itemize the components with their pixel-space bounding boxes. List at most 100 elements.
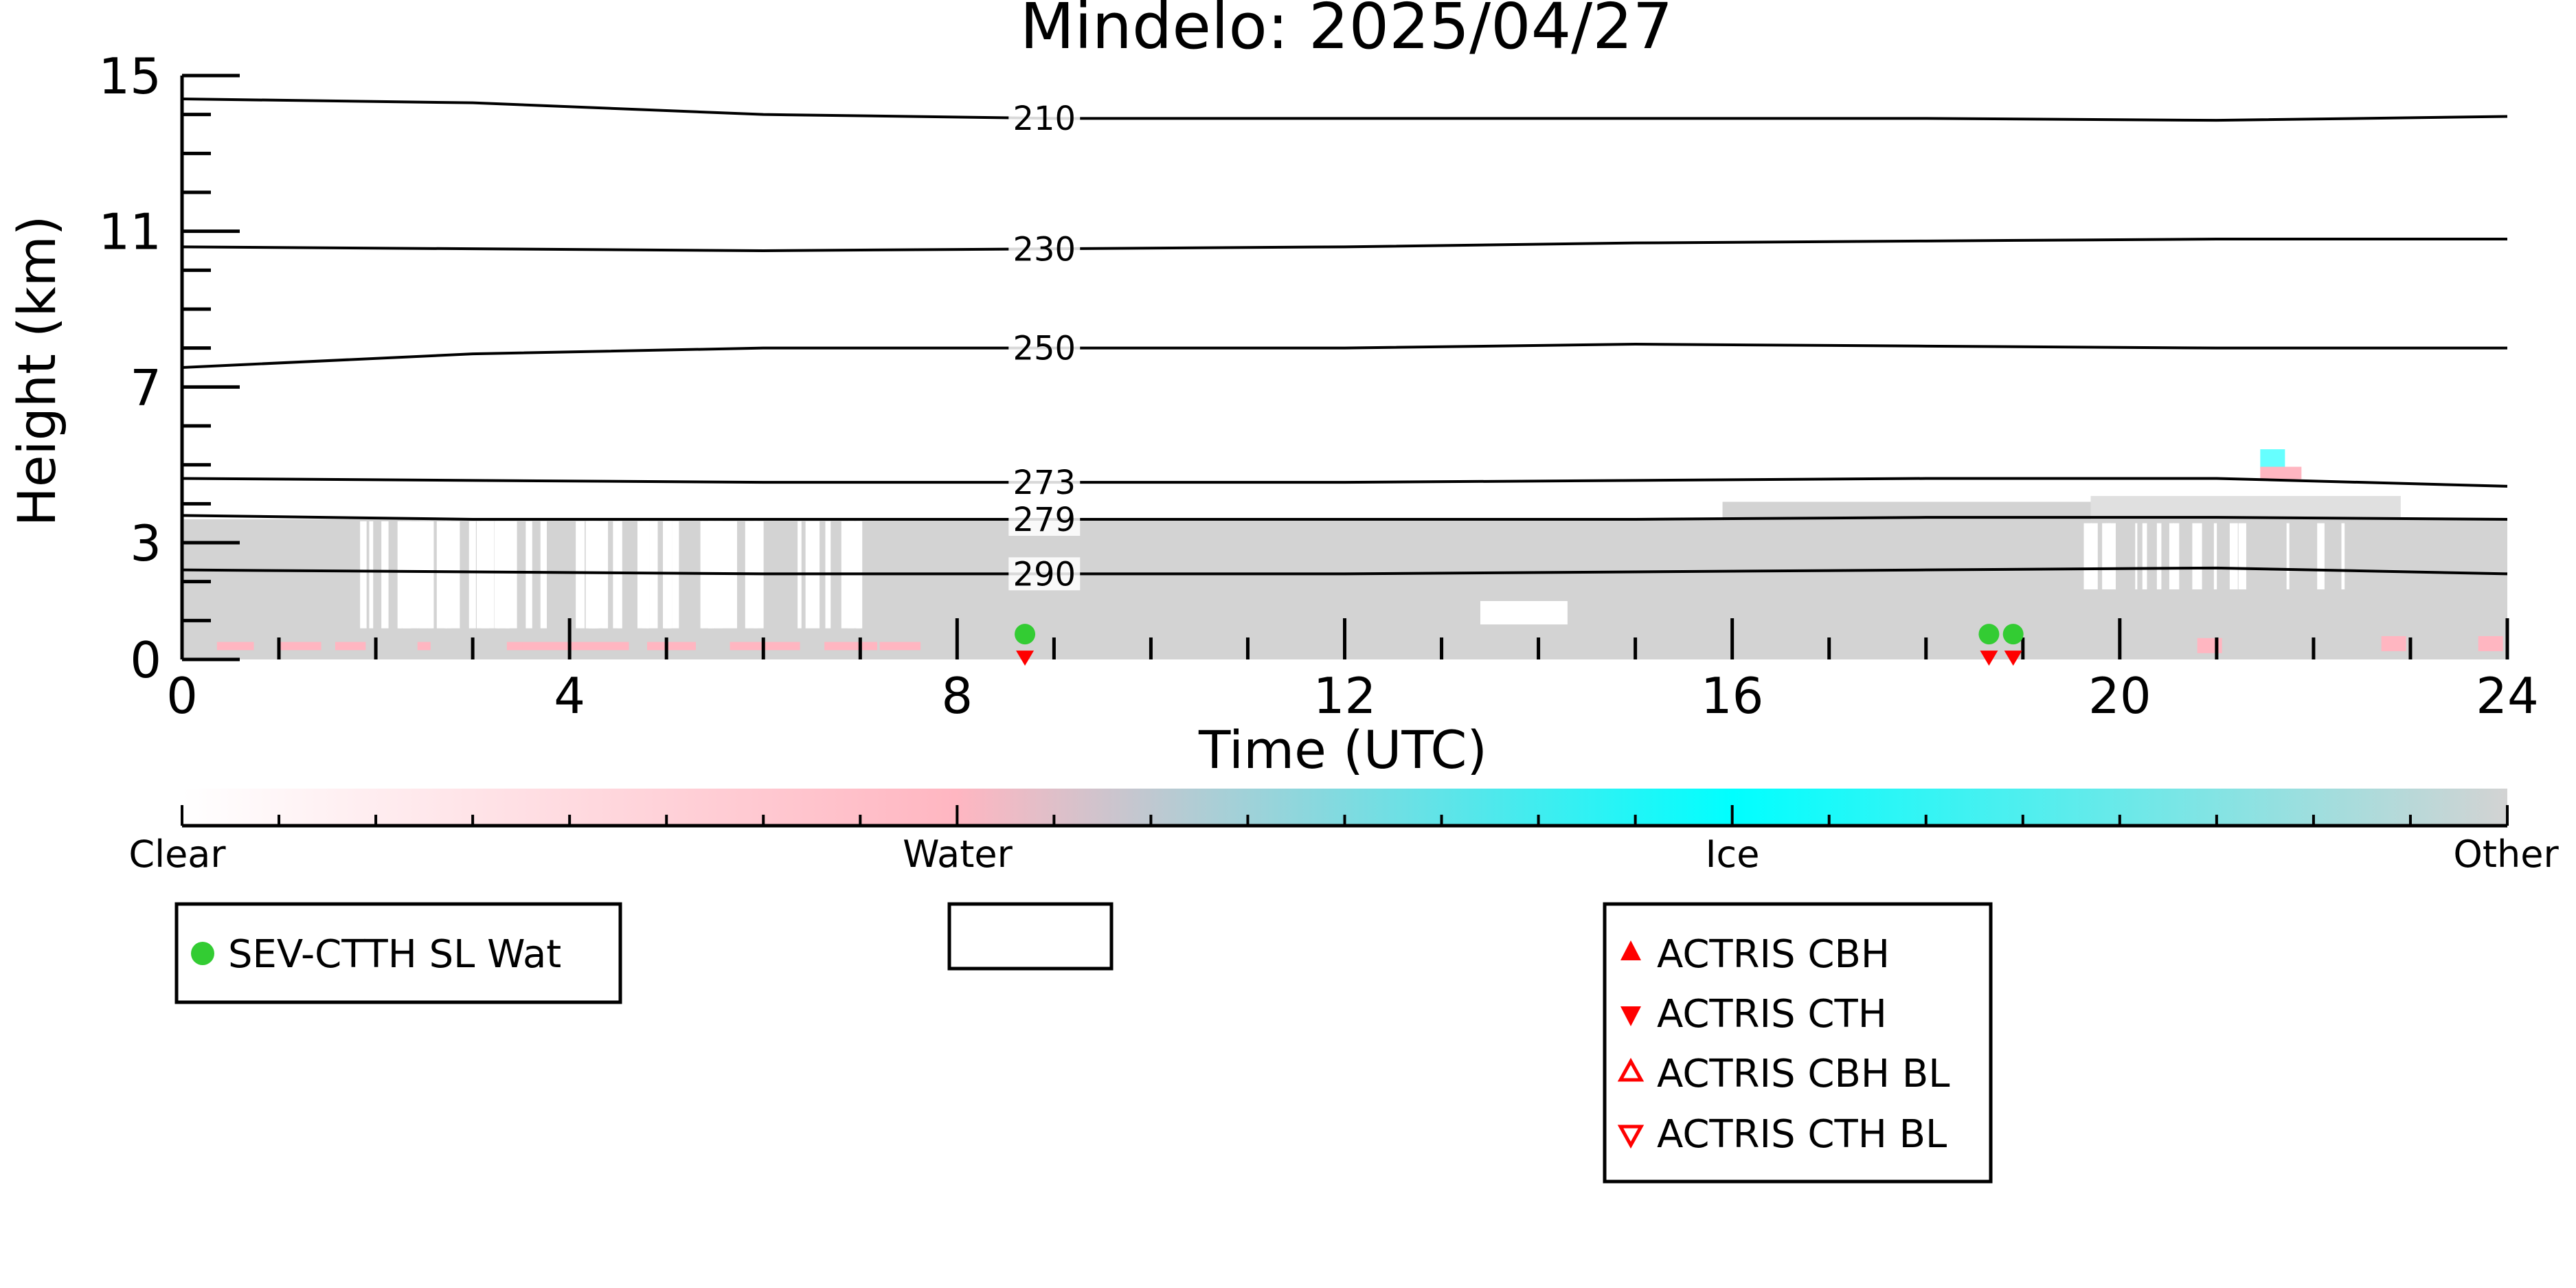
isotherm-label-290: 290 — [1013, 555, 1076, 594]
actris-cth-marker — [1980, 651, 1998, 666]
sev-ctth-legend-marker — [191, 942, 214, 965]
x-tick-label: 12 — [1313, 667, 1377, 725]
cloud-gap — [2317, 523, 2325, 589]
cloud-region-upper-east — [2090, 496, 2401, 519]
legend-actris-cbh-bl: ACTRIS CBH BL — [1657, 1052, 1950, 1096]
cloud-gap — [416, 521, 422, 629]
actris-cth-legend-marker — [1620, 1006, 1641, 1026]
legend-actris-cth: ACTRIS CTH — [1657, 992, 1887, 1037]
cloud-gap — [468, 521, 476, 629]
cloud-gap — [476, 521, 489, 629]
cloud-gap — [403, 521, 418, 629]
cloud-gap — [496, 521, 510, 629]
water-cloud-patch — [730, 642, 769, 651]
cloud-gap — [2156, 523, 2162, 589]
isotherm-label-bg — [1008, 557, 1081, 591]
marker-layer — [1015, 624, 2024, 666]
axes: 0 3 7 11 15 0 4 8 12 16 20 24 — [98, 47, 2538, 725]
water-cloud-patch — [824, 642, 862, 651]
isotherm-line-273 — [181, 477, 2508, 488]
cloud-gap — [381, 521, 389, 629]
cloud-gap — [2106, 523, 2116, 589]
water-cloud-patch — [677, 642, 696, 651]
cloud-gap — [2173, 523, 2180, 589]
isotherm-label-bg — [1008, 331, 1081, 365]
cloud-gap — [422, 521, 434, 629]
actris-cbh-legend-marker — [1620, 940, 1641, 960]
actris-cbh-bl-legend-marker — [1617, 1057, 1645, 1082]
isotherm-label-bg — [1008, 503, 1081, 536]
x-tick-label: 24 — [2476, 667, 2539, 725]
cloud-gap — [2229, 523, 2238, 589]
isotherm-line-230 — [181, 238, 2507, 253]
legend-satellite: SEV-CTTH SL Wat — [174, 902, 622, 1004]
actris-cth-bl-legend-marker — [1617, 1125, 1645, 1149]
cloud-gap — [576, 521, 585, 629]
y-tick-label: 11 — [98, 203, 161, 261]
cloud-gap — [526, 521, 532, 629]
y-tick-label: 15 — [98, 47, 161, 105]
isotherm-label-279: 279 — [1013, 501, 1076, 539]
water-cloud-patch — [417, 642, 431, 651]
cloud-gap — [2142, 523, 2147, 589]
cloud-gap — [2341, 523, 2345, 589]
water-cloud-patch — [2260, 466, 2302, 479]
legend-sev-ctth-sl-wat: SEV-CTTH SL Wat — [228, 932, 561, 977]
isotherm-label-bg — [1008, 232, 1081, 266]
chart-title: Mindelo: 2025/04/27 — [1020, 0, 1673, 63]
cloud-gap — [2286, 523, 2290, 589]
water-cloud-patch — [526, 642, 573, 651]
cloud-gap — [649, 521, 658, 629]
cloud-gap — [444, 521, 448, 629]
water-cloud-patch — [583, 642, 629, 651]
cloud-gap — [540, 521, 547, 629]
cloud-gap — [2102, 523, 2108, 589]
cloud-gap — [2135, 523, 2138, 589]
water-cloud-patch — [507, 642, 523, 651]
cloud-gap — [399, 521, 402, 629]
cloud-gap — [360, 521, 367, 629]
cloud-gap — [369, 521, 374, 629]
cloud-gap — [664, 521, 672, 629]
colorbar-label-ice: Ice — [1706, 833, 1760, 876]
x-axis-label: Time (UTC) — [1198, 719, 1487, 780]
x-tick-label: 16 — [1701, 667, 1764, 725]
ice-cloud-patch — [2260, 449, 2285, 468]
isotherm-label-bg — [1008, 466, 1081, 499]
legend-empty — [947, 902, 1114, 971]
sev-ctth-marker — [1015, 624, 1036, 645]
x-tick-label: 4 — [554, 667, 585, 725]
actris-cth-marker — [2004, 651, 2022, 666]
x-tick-label: 8 — [941, 667, 973, 725]
cloud-gap — [2108, 523, 2111, 589]
isotherm-line-290 — [181, 566, 2508, 576]
water-cloud-patch — [879, 642, 910, 651]
y-tick-label: 3 — [130, 515, 161, 572]
cloud-gap — [672, 521, 679, 629]
cloud-gap — [595, 521, 609, 629]
cloud-gap — [2192, 523, 2202, 589]
water-cloud-patch — [2478, 636, 2503, 651]
cloud-gap — [2169, 523, 2175, 589]
colorbar-label-clear: Clear — [128, 833, 226, 876]
cloud-gap — [2090, 523, 2098, 589]
isotherm-line-279 — [181, 514, 2508, 521]
water-cloud-patch — [335, 642, 366, 651]
colorbar-label-other: Other — [2453, 833, 2559, 876]
legend-actris-cbh: ACTRIS CBH — [1657, 932, 1890, 977]
y-tick-label: 7 — [130, 359, 161, 416]
cloud-gap — [445, 521, 460, 629]
legend-actris-cth-bl: ACTRIS CTH BL — [1657, 1112, 1947, 1157]
y-axis-label: Height (km) — [6, 216, 67, 527]
x-tick-label: 20 — [2088, 667, 2151, 725]
classification-colorbar: Clear Water Ice Other — [128, 789, 2559, 876]
isotherm-label-230: 230 — [1013, 230, 1076, 269]
isotherm-label-bg — [1008, 102, 1081, 135]
cloud-gap — [637, 521, 650, 629]
colorbar-label-water: Water — [903, 833, 1013, 876]
legend-actris: ACTRIS CBH ACTRIS CTH ACTRIS CBH BL ACTR… — [1603, 902, 1993, 1184]
x-tick-label: 0 — [166, 667, 198, 725]
cloud-gap — [700, 521, 703, 629]
cloud-gap — [1480, 601, 1568, 624]
